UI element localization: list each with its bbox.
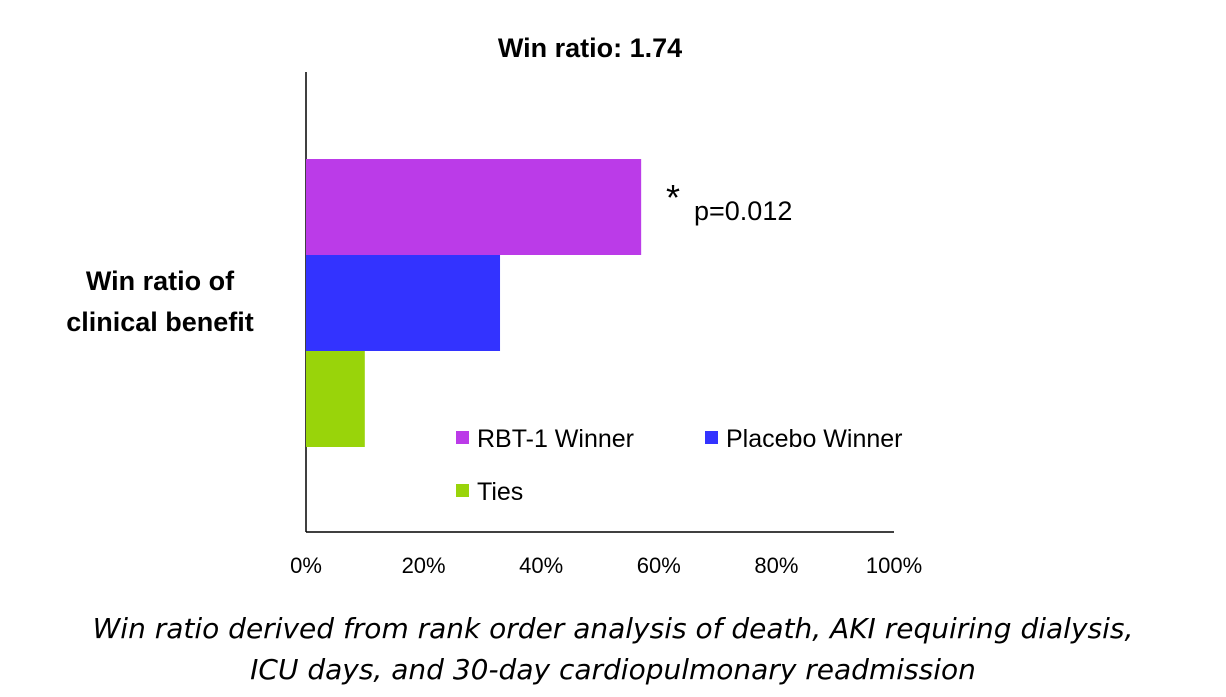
legend-label-ties: Ties bbox=[477, 478, 523, 506]
x-tick-label: 40% bbox=[519, 553, 563, 578]
legend-label-placebo: Placebo Winner bbox=[726, 425, 902, 453]
category-label-line-2: clinical benefit bbox=[66, 307, 254, 337]
legend-swatch-rbt1 bbox=[456, 431, 469, 444]
bar-placebo-winner bbox=[306, 255, 501, 351]
x-tick-label: 0% bbox=[290, 553, 322, 578]
x-tick-labels: 0% 20% 40% 60% 80% 100% bbox=[290, 553, 922, 578]
chart-title: Win ratio: 1.74 bbox=[498, 33, 682, 63]
x-tick-label: 80% bbox=[754, 553, 798, 578]
significance-star: * bbox=[666, 177, 680, 218]
x-tick-label: 100% bbox=[866, 553, 922, 578]
bar-rbt1-winner bbox=[306, 159, 642, 255]
caption-line-2: ICU days, and 30-day cardiopulmonary rea… bbox=[250, 653, 976, 686]
category-label-line-1: Win ratio of bbox=[86, 266, 235, 296]
caption-line-1: Win ratio derived from rank order analys… bbox=[92, 612, 1134, 645]
legend-swatch-placebo bbox=[705, 431, 718, 444]
x-tick-label: 20% bbox=[402, 553, 446, 578]
p-value-label: p=0.012 bbox=[694, 196, 792, 226]
legend-swatch-ties bbox=[456, 484, 469, 497]
bar-ties bbox=[306, 351, 365, 447]
x-tick-label: 60% bbox=[637, 553, 681, 578]
legend-label-rbt1: RBT-1 Winner bbox=[477, 425, 634, 453]
